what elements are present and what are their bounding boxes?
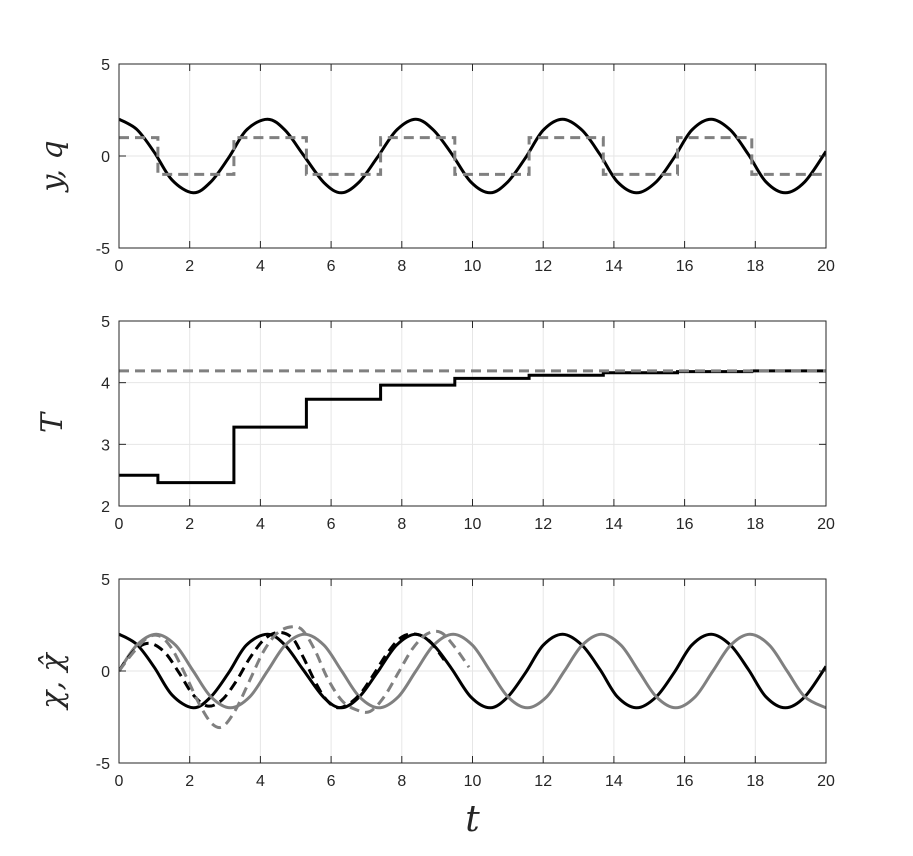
- y-tick-label: 5: [101, 57, 110, 74]
- x-tick-label: 2: [185, 258, 194, 275]
- x-tick-label: 16: [676, 516, 694, 533]
- x-tick-label: 14: [605, 516, 623, 533]
- x-tick-label: 12: [534, 258, 552, 275]
- x-tick-label: 6: [327, 773, 336, 790]
- y-tick-label: -5: [96, 756, 110, 773]
- x-tick-label: 0: [115, 258, 124, 275]
- panel-chi: 0 2 4 6 8 10 12 14 16 18 20 -5 0 5 χ, χ̂ t: [35, 572, 835, 840]
- y-tick-label: 3: [101, 437, 110, 454]
- x-tick-label: 8: [397, 258, 406, 275]
- series-line-q: [119, 136, 826, 176]
- x-tick-label: 8: [397, 516, 406, 533]
- x-tick-label: 10: [464, 516, 482, 533]
- x-tick-label: 8: [397, 773, 406, 790]
- y-tick-label: 0: [101, 664, 110, 681]
- x-tick-label: 4: [256, 773, 265, 790]
- x-tick-label: 10: [464, 773, 482, 790]
- x-tick-label: 6: [327, 258, 336, 275]
- x-tick-label: 4: [256, 516, 265, 533]
- x-tick-label: 2: [185, 516, 194, 533]
- y-tick-label: 4: [101, 376, 110, 393]
- x-tick-label: 10: [464, 258, 482, 275]
- panel-y-q: 0 2 4 6 8 10 12 14 16 18 20 -5 0 5 y, q: [35, 57, 835, 275]
- y-axis-label: χ, χ̂: [35, 651, 70, 710]
- x-tick-label: 20: [817, 258, 835, 275]
- x-tick-label: 0: [115, 773, 124, 790]
- x-tick-label: 14: [605, 773, 623, 790]
- x-tick-label: 18: [746, 258, 764, 275]
- x-tick-label: 0: [115, 516, 124, 533]
- x-tick-label: 20: [817, 773, 835, 790]
- y-tick-label: 5: [101, 572, 110, 589]
- series-line-T: [119, 369, 826, 485]
- y-tick-label: 0: [101, 149, 110, 166]
- series-line-chi_hat_2: [119, 625, 471, 730]
- x-axis-label: t: [465, 799, 480, 840]
- y-tick-label: 2: [101, 499, 110, 516]
- x-tick-label: 12: [534, 773, 552, 790]
- series-line-chi_1: [119, 632, 826, 710]
- y-axis-label: T: [35, 411, 70, 433]
- y-tick-label: -5: [96, 241, 110, 258]
- x-tick-label: 14: [605, 258, 623, 275]
- x-tick-label: 6: [327, 516, 336, 533]
- y-axis-label: y, q: [35, 140, 70, 193]
- x-tick-label: 18: [746, 773, 764, 790]
- x-tick-label: 2: [185, 773, 194, 790]
- x-tick-label: 12: [534, 516, 552, 533]
- x-tick-label: 16: [676, 258, 694, 275]
- x-tick-label: 16: [676, 773, 694, 790]
- y-tick-label: 5: [101, 314, 110, 331]
- x-tick-label: 18: [746, 516, 764, 533]
- x-tick-label: 20: [817, 516, 835, 533]
- series-line-chi_hat_1: [119, 630, 446, 710]
- x-tick-label: 4: [256, 258, 265, 275]
